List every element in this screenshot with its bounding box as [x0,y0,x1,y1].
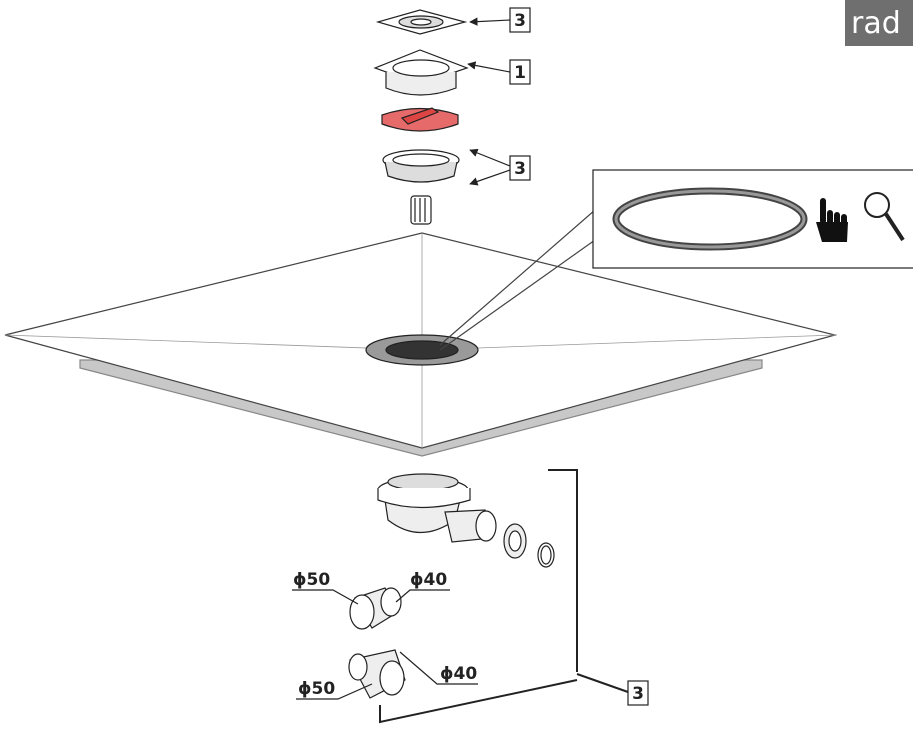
reducer [349,587,402,630]
plug [381,107,459,132]
magnifier-icon [864,192,905,242]
leader [292,589,359,605]
dimension: ϕ50 [298,679,335,699]
callout-box [509,59,531,85]
callout: 3 [514,159,526,179]
arrow [469,169,511,186]
dimension: ϕ50 [293,570,330,590]
leader [399,651,478,685]
grate [375,9,468,35]
callout: 3 [514,11,526,31]
arrow [467,61,511,73]
zoom-box [592,169,913,269]
siphon [377,473,555,568]
frame [373,49,469,96]
dimension: ϕ40 [410,570,447,590]
arrow [469,148,511,167]
callout-box [509,7,531,33]
dimension: ϕ40 [440,664,477,684]
o-ring [614,189,806,249]
leader [576,673,629,693]
zoom-line [439,209,596,351]
ring [382,149,460,183]
logo-box [845,0,913,46]
elbow [348,649,406,699]
leader [296,683,373,700]
shower-tray [4,232,838,457]
bracket [379,469,578,724]
hand-icon [816,198,848,242]
insert [410,195,432,225]
callout: 1 [514,63,526,83]
leader [395,589,450,603]
logo: rad [851,6,901,41]
callout-box [509,155,531,181]
arrow [469,17,511,26]
callout: 3 [632,684,644,704]
callout-box [627,680,649,706]
